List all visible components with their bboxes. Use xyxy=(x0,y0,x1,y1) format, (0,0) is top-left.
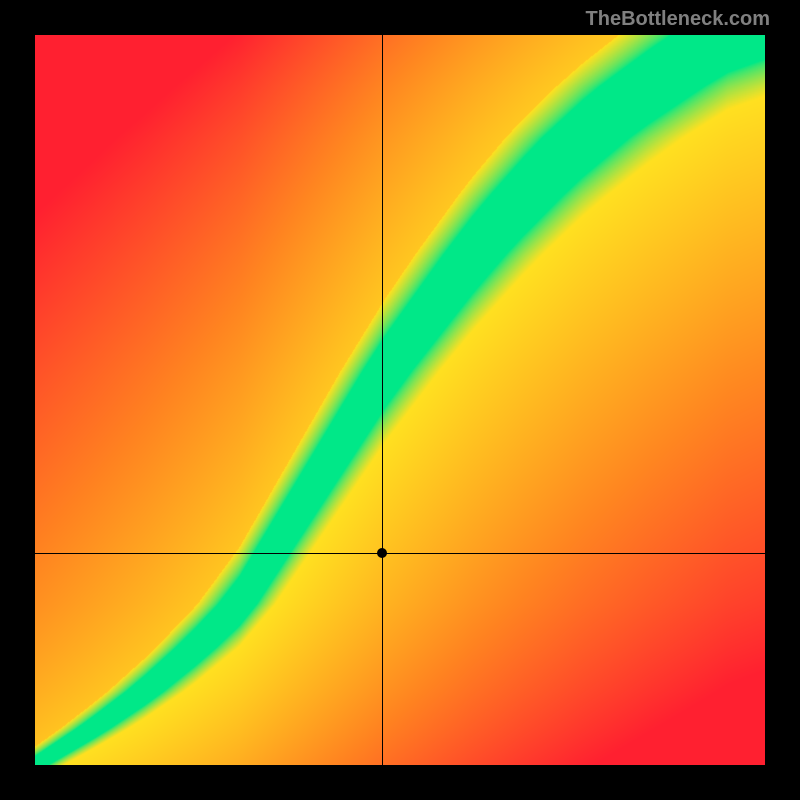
crosshair-horizontal xyxy=(35,553,765,554)
watermark-text: TheBottleneck.com xyxy=(586,8,770,31)
crosshair-vertical xyxy=(382,35,383,765)
heatmap-canvas xyxy=(35,35,765,765)
marker-point xyxy=(377,548,387,558)
plot-area xyxy=(35,35,765,765)
